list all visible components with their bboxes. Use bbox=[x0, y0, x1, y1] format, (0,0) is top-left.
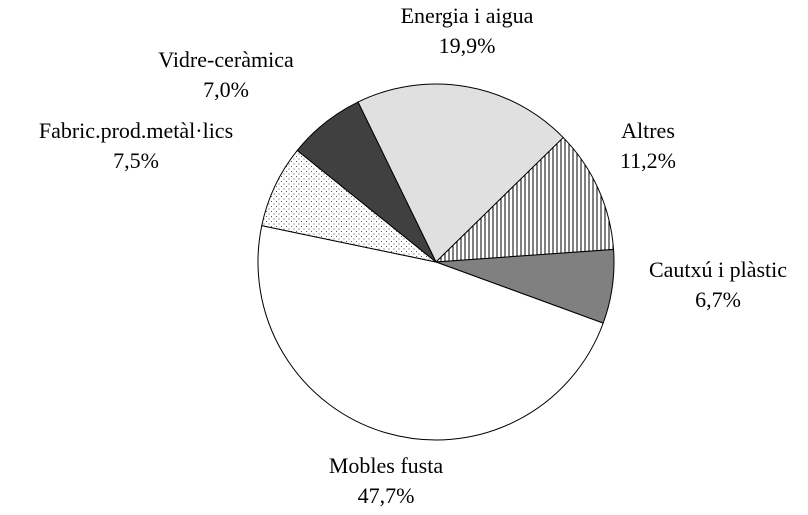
slice-value-label: 11,2% bbox=[620, 148, 676, 173]
slice-label: Altres bbox=[621, 118, 675, 143]
slice-value-label: 7,5% bbox=[113, 148, 159, 173]
pie-slice bbox=[357, 83, 564, 263]
pie-slice bbox=[434, 136, 615, 263]
pie-slice bbox=[296, 101, 437, 263]
slice-label: Energia i aigua bbox=[401, 3, 534, 28]
slice-value-label: 19,9% bbox=[439, 33, 496, 58]
slice-label: Fabric.prod.metàl·lics bbox=[39, 118, 233, 143]
slice-value-label: 47,7% bbox=[358, 483, 415, 508]
slice-value-label: 6,7% bbox=[695, 287, 741, 312]
slice-label: Vidre-ceràmica bbox=[158, 47, 294, 72]
slice-label: Mobles fusta bbox=[329, 453, 444, 478]
pie-slice bbox=[257, 225, 604, 441]
slice-value-label: 7,0% bbox=[203, 77, 249, 102]
slice-label: Cautxú i plàstic bbox=[649, 257, 787, 282]
